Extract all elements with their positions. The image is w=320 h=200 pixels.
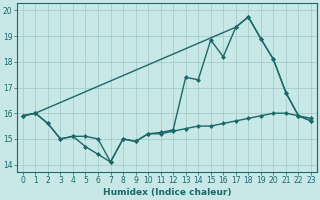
X-axis label: Humidex (Indice chaleur): Humidex (Indice chaleur) [103, 188, 231, 197]
